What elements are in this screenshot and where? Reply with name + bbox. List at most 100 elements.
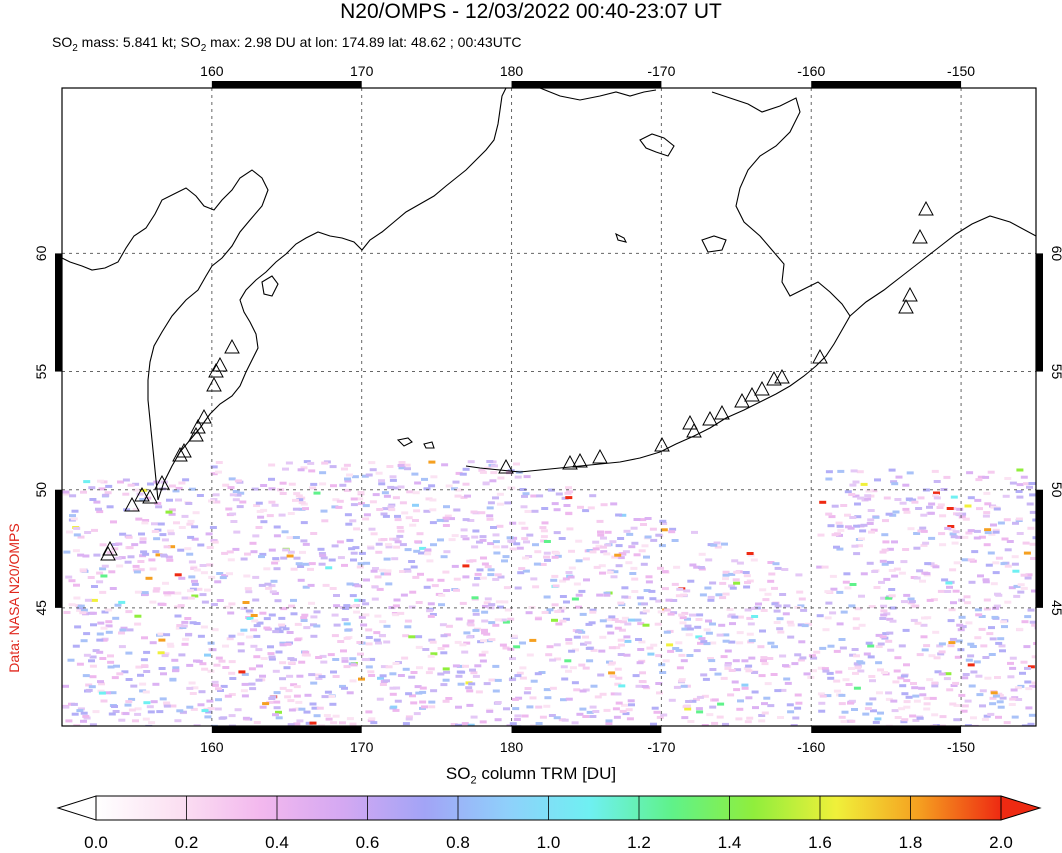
so2-pixel: [167, 644, 175, 648]
so2-pixel: [399, 570, 406, 573]
so2-pixel: [944, 672, 952, 676]
so2-summary: SO2 mass: 5.841 kt; SO2 max: 2.98 DU at …: [52, 33, 521, 58]
so2-pixel: [323, 714, 331, 717]
so2-pixel: [506, 536, 514, 540]
so2-pixel: [1008, 586, 1016, 590]
so2-pixel: [442, 516, 450, 520]
so2-pixel: [982, 578, 990, 582]
so2-pixel: [597, 530, 604, 534]
so2-pixel: [507, 647, 515, 651]
so2-pixel: [825, 512, 833, 516]
so2-pixel: [851, 708, 858, 711]
so2-pixel: [762, 598, 770, 602]
so2-pixel: [931, 469, 939, 473]
so2-pixel: [611, 618, 619, 621]
so2-pixel: [92, 649, 100, 653]
so2-pixel: [553, 551, 561, 555]
so2-pixel: [297, 468, 305, 472]
so2-pixel: [617, 537, 625, 540]
so2-pixel: [686, 654, 694, 657]
so2-pixel: [693, 649, 701, 653]
so2-pixel: [521, 494, 528, 498]
so2-pixel: [415, 601, 423, 604]
so2-pixel: [549, 686, 557, 690]
so2-pixel: [328, 695, 336, 698]
pribilof-islands: [615, 232, 628, 243]
so2-pixel: [329, 587, 337, 590]
so2-pixel: [889, 619, 897, 623]
so2-pixel: [992, 530, 1000, 534]
so2-pixel: [773, 621, 781, 624]
so2-pixel: [849, 483, 857, 487]
so2-pixel: [517, 571, 525, 575]
so2-pixel: [160, 553, 167, 557]
so2-pixel: [693, 565, 701, 569]
volcano-triangle: [702, 410, 718, 426]
so2-pixel: [600, 545, 607, 549]
so2-pixel: [68, 579, 76, 583]
so2-pixel: [274, 627, 282, 631]
so2-pixel: [660, 522, 668, 525]
colorbar-title: SO2 column TRM [DU]: [0, 764, 1062, 786]
so2-pixel: [372, 567, 379, 570]
so2-pixel: [451, 564, 459, 568]
so2-pixel: [605, 722, 613, 725]
so2-pixel: [993, 507, 1001, 511]
so2-pixel: [442, 570, 450, 574]
so2-pixel: [207, 669, 215, 673]
so2-pixel: [268, 655, 276, 659]
so2-pixel: [565, 638, 573, 642]
so2-pixel: [704, 586, 712, 590]
volcano-triangle: [212, 356, 228, 372]
so2-pixel: [678, 679, 686, 683]
so2-max-text: max: 2.98 DU at lon: 174.89 lat: 48.62 ;…: [206, 34, 522, 50]
so2-pixel: [550, 578, 558, 582]
so2-pixel: [617, 601, 625, 605]
so2-pixel: [482, 481, 490, 485]
so2-pixel: [1010, 688, 1018, 692]
so2-pixel: [191, 579, 198, 583]
so2-pixel: [341, 563, 348, 567]
so2-pixel: [278, 616, 286, 620]
so2-pixel: [912, 718, 920, 722]
so2-pixel: [292, 536, 300, 539]
so2-pixel: [671, 539, 679, 542]
so2-pixel: [331, 505, 339, 509]
so2-pixel: [190, 707, 198, 711]
so2-pixel: [89, 498, 97, 501]
so2-pixel: [745, 664, 753, 668]
so2-pixel: [428, 705, 436, 709]
so2-pixel: [654, 622, 662, 626]
so2-pixel: [722, 639, 730, 643]
so2-pixel: [966, 471, 974, 475]
so2-pixel: [776, 617, 784, 621]
so2-pixel: [380, 512, 388, 516]
so2-pixel: [201, 667, 209, 671]
so2-pixel: [384, 543, 392, 547]
so2-pixel: [554, 610, 562, 613]
so2-pixel: [1024, 576, 1032, 580]
so2-pixel: [746, 616, 754, 620]
so2-pixel: [731, 615, 739, 619]
so2-pixel: [70, 702, 78, 706]
so2-pixel: [956, 623, 964, 627]
so2-pixel: [681, 627, 689, 631]
so2-pixel: [613, 715, 621, 719]
so2-pixel: [101, 564, 109, 568]
so2-pixel: [278, 513, 286, 517]
so2-pixel: [448, 538, 456, 542]
so2-pixel: [310, 532, 318, 535]
so2-pixel: [689, 699, 697, 703]
so2-pixel: [293, 556, 301, 560]
so2-pixel: [256, 664, 263, 668]
so2-pixel: [288, 482, 296, 486]
so2-pixel: [239, 500, 247, 504]
so2-pixel: [751, 615, 759, 618]
so2-pixel: [319, 654, 327, 658]
so2-pixel: [394, 699, 402, 703]
so2-pixel: [892, 510, 900, 514]
so2-pixel: [486, 460, 494, 463]
so2-pixel: [1016, 495, 1024, 499]
so2-pixel: [937, 503, 945, 507]
so2-pixel: [318, 675, 326, 679]
